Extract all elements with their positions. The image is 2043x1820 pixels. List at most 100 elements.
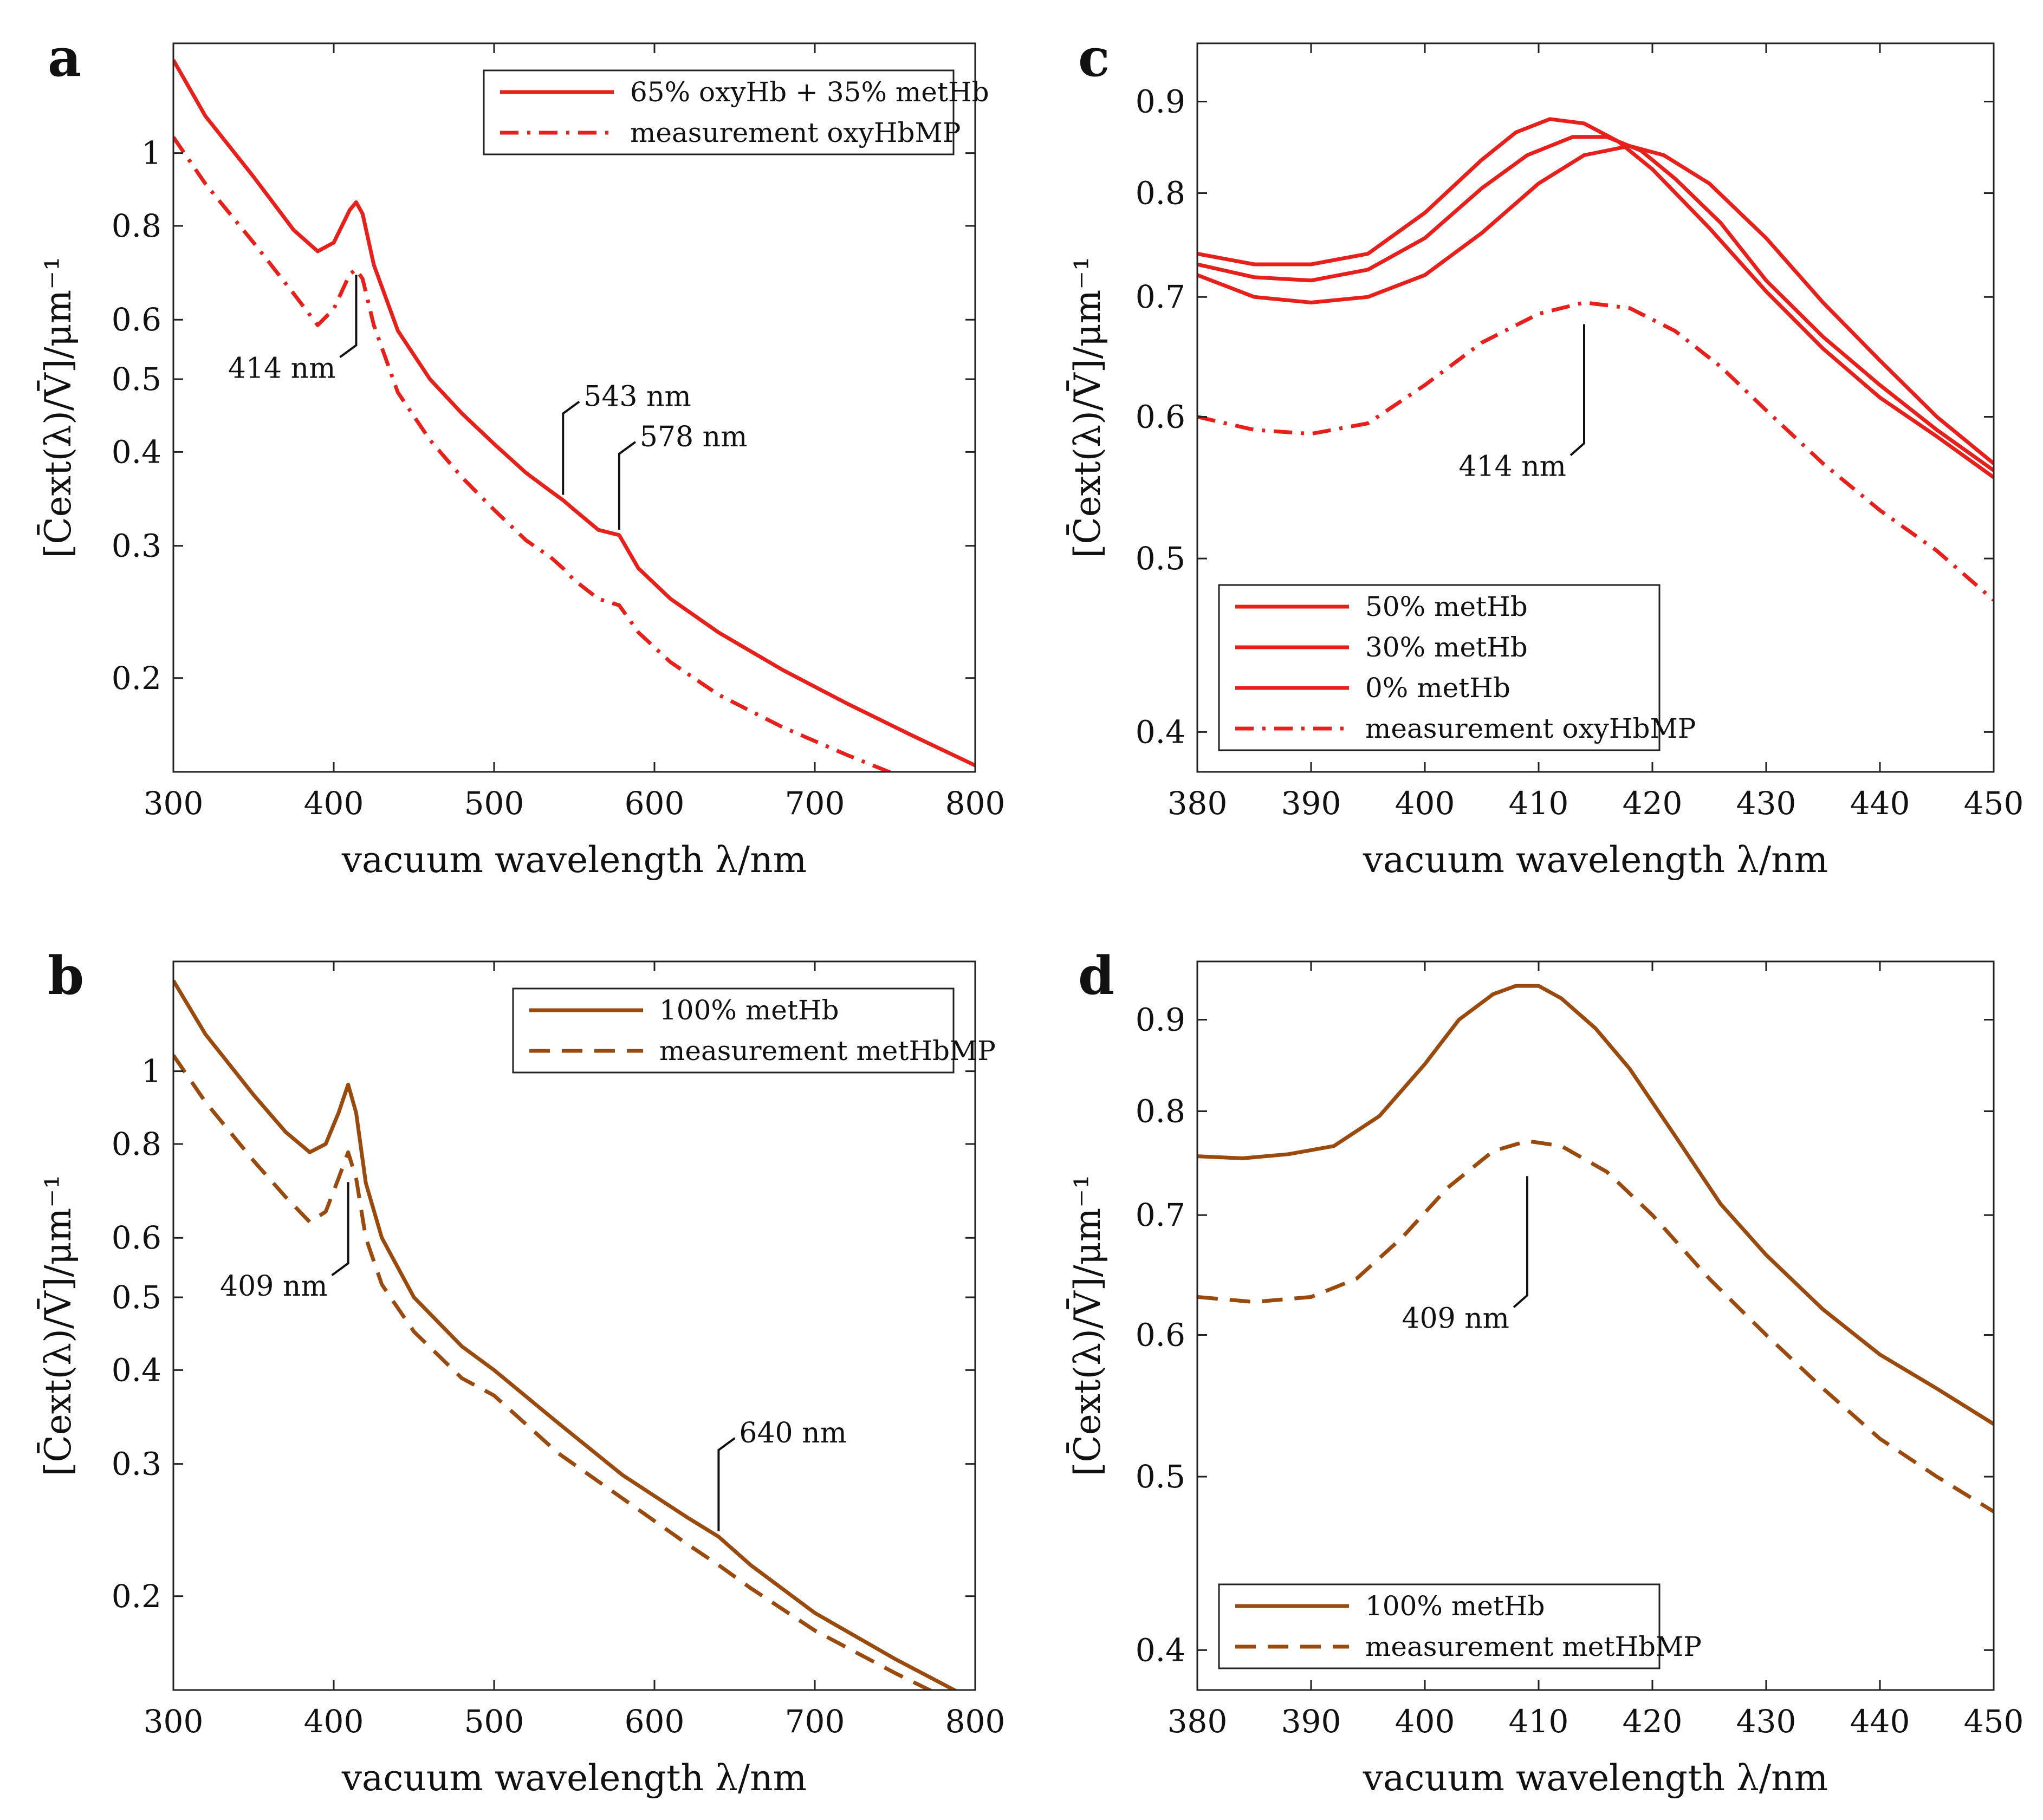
- x-tick-label: 440: [1850, 785, 1910, 822]
- legend-label: measurement oxyHbMP: [630, 117, 961, 148]
- series-line-2: [1197, 135, 1994, 472]
- annotation-label: 543 nm: [583, 380, 691, 413]
- x-axis-label: vacuum wavelength λ/nm: [341, 1757, 807, 1799]
- y-tick-label: 0.9: [1136, 1002, 1185, 1038]
- x-tick-label: 400: [1395, 1703, 1455, 1740]
- y-tick-label: 0.3: [112, 1446, 161, 1483]
- x-tick-label: 500: [464, 785, 524, 822]
- x-tick-label: 600: [625, 1703, 685, 1740]
- annotation-leader: [717, 1437, 736, 1531]
- y-axis-label: [C̄ext(λ)/V̄]/μm⁻¹: [1067, 256, 1108, 558]
- legend-label: 100% metHb: [659, 994, 839, 1026]
- y-tick-label: 0.8: [1136, 175, 1185, 212]
- legend-label: 0% metHb: [1365, 672, 1510, 704]
- x-tick-label: 700: [785, 1703, 845, 1740]
- annotation-leader: [562, 400, 580, 495]
- x-tick-label: 300: [144, 785, 204, 822]
- x-tick-label: 410: [1509, 1703, 1569, 1740]
- panel-letter-c: c: [1078, 27, 1110, 88]
- x-tick-label: 800: [945, 1703, 1006, 1740]
- y-tick-label: 0.6: [1136, 398, 1185, 435]
- annotation-label: 578 nm: [640, 421, 748, 453]
- y-tick-label: 0.6: [112, 301, 161, 338]
- x-tick-label: 450: [1964, 785, 2024, 822]
- x-tick-label: 440: [1850, 1703, 1910, 1740]
- y-tick-label: 0.7: [1136, 1197, 1185, 1233]
- x-tick-label: 410: [1509, 785, 1569, 822]
- plot-frame: [1196, 960, 1995, 1691]
- annotation-leader: [618, 441, 637, 530]
- y-tick-label: 0.8: [112, 1126, 161, 1162]
- y-tick-label: 0.8: [112, 207, 161, 244]
- series-line-2: [1197, 1139, 1994, 1513]
- y-tick-label: 1: [141, 1053, 161, 1090]
- y-axis-label: [C̄ext(λ)/V̄]/μm⁻¹: [1067, 1174, 1108, 1476]
- legend-label: measurement oxyHbMP: [1365, 713, 1696, 744]
- chart-panel-b: 300 400 500 600 700 800 0.2 0.3 0.4 0.5 0.6 0.8 1 40…: [37, 960, 1006, 1799]
- plot-frame: [172, 42, 976, 773]
- legend-box: [483, 69, 955, 155]
- annotation-label: 409 nm: [1402, 1302, 1509, 1335]
- legend-label: 65% oxyHb + 35% metHb: [630, 76, 989, 108]
- x-axis-label: vacuum wavelength λ/nm: [1363, 839, 1828, 881]
- y-tick-label: 0.5: [1136, 1458, 1185, 1495]
- x-tick-label: 400: [304, 785, 364, 822]
- annotation-leader: [339, 275, 358, 359]
- y-tick-label: 1: [141, 135, 161, 172]
- legend-label: measurement metHbMP: [1365, 1631, 1702, 1662]
- series-line-1: [1197, 117, 1994, 479]
- y-tick-label: 0.5: [112, 361, 161, 398]
- x-axis-label: vacuum wavelength λ/nm: [1363, 1757, 1828, 1799]
- panel-letter-a: a: [48, 27, 81, 88]
- annotation-label: 414 nm: [228, 352, 336, 385]
- y-axis-label: [C̄ext(λ)/V̄]/μm⁻¹: [37, 1174, 79, 1476]
- panel-letter-b: b: [48, 945, 84, 1006]
- series-line-2: [173, 1054, 934, 1690]
- y-tick-label: 0.9: [1136, 83, 1185, 120]
- x-tick-label: 800: [945, 785, 1006, 822]
- x-tick-label: 420: [1623, 785, 1683, 822]
- y-tick-label: 0.5: [112, 1279, 161, 1316]
- y-tick-label: 0.4: [1136, 713, 1185, 750]
- x-tick-label: 400: [1395, 785, 1455, 822]
- plot-frame: [172, 960, 976, 1691]
- x-axis-label: vacuum wavelength λ/nm: [341, 839, 807, 881]
- plot-frame: [1196, 42, 1995, 773]
- y-tick-label: 0.6: [112, 1219, 161, 1256]
- y-tick-label: 0.3: [112, 528, 161, 564]
- chart-panel-a: 300 400 500 600 700 800 0.2 0.3 0.4 0.5 0.6 0.8 1 41…: [37, 42, 1006, 881]
- y-tick-label: 0.5: [1136, 540, 1185, 577]
- chart-panel-c: 380 390 400 410 420 430 440 450 0.4 0.5 0.6 0.7 0.8 0…: [1067, 42, 2024, 881]
- x-tick-label: 380: [1168, 785, 1228, 822]
- legend-label: 50% metHb: [1365, 591, 1528, 622]
- x-tick-label: 450: [1964, 1703, 2024, 1740]
- x-tick-label: 420: [1623, 1703, 1683, 1740]
- annotation-leader: [1513, 1176, 1528, 1308]
- series-line-1: [173, 59, 975, 768]
- x-tick-label: 390: [1281, 1703, 1341, 1740]
- annotation-label: 409 nm: [220, 1270, 328, 1303]
- legend-label: 100% metHb: [1365, 1590, 1545, 1622]
- y-tick-label: 0.4: [1136, 1632, 1185, 1668]
- series-line-3: [1197, 144, 1994, 465]
- y-tick-label: 0.6: [1136, 1316, 1185, 1353]
- series-line-2: [173, 136, 894, 772]
- legend-label: measurement metHbMP: [659, 1035, 996, 1067]
- legend-box: [1218, 584, 1661, 751]
- y-tick-label: 0.7: [1136, 278, 1185, 315]
- x-tick-label: 400: [304, 1703, 364, 1740]
- x-tick-label: 390: [1281, 785, 1341, 822]
- y-tick-label: 0.8: [1136, 1093, 1185, 1130]
- y-axis-label: [C̄ext(λ)/V̄]/μm⁻¹: [37, 256, 79, 558]
- legend-box: [1218, 1583, 1661, 1669]
- x-tick-label: 430: [1736, 1703, 1796, 1740]
- legend-box: [512, 987, 955, 1074]
- series-line-4: [1197, 301, 1994, 602]
- annotation-label: 414 nm: [1458, 450, 1566, 483]
- x-tick-label: 500: [464, 1703, 524, 1740]
- x-tick-label: 380: [1168, 1703, 1228, 1740]
- annotation-leader: [331, 1182, 349, 1276]
- annotation-leader: [1569, 324, 1585, 456]
- x-tick-label: 430: [1736, 785, 1796, 822]
